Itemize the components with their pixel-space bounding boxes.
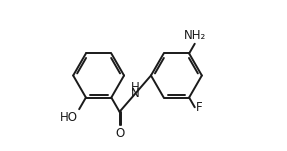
- Text: H: H: [131, 81, 140, 94]
- Text: N: N: [131, 87, 140, 100]
- Text: F: F: [195, 101, 202, 114]
- Text: HO: HO: [60, 111, 78, 124]
- Text: NH₂: NH₂: [184, 29, 206, 42]
- Text: O: O: [116, 127, 125, 140]
